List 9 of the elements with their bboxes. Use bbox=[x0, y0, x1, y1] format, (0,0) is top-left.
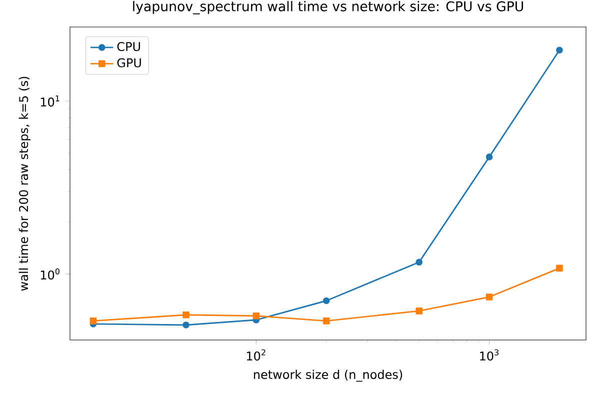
x-tick-label: 10$^{3}$ bbox=[480, 349, 498, 361]
chart-title: lyapunov_spectrum wall time vs network size: CPU vs GPU bbox=[133, 1, 524, 14]
x-tick-label: 10$^{2}$ bbox=[246, 349, 266, 361]
x-axis-title: network size d (n_nodes) bbox=[254, 370, 402, 382]
y-tick-label: 10$^{1}$ bbox=[40, 95, 60, 107]
y-tick-label: 10$^{0}$ bbox=[40, 268, 60, 280]
legend-label: CPU bbox=[117, 42, 140, 52]
y-axis-title: wall time for 200 raw steps, k=5 (s) bbox=[18, 76, 30, 291]
legend-label: GPU bbox=[117, 58, 141, 68]
